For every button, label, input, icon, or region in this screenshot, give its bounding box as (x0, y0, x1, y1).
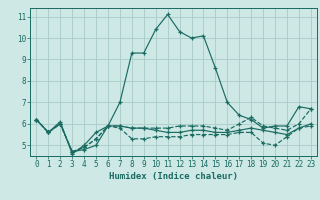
X-axis label: Humidex (Indice chaleur): Humidex (Indice chaleur) (109, 172, 238, 181)
